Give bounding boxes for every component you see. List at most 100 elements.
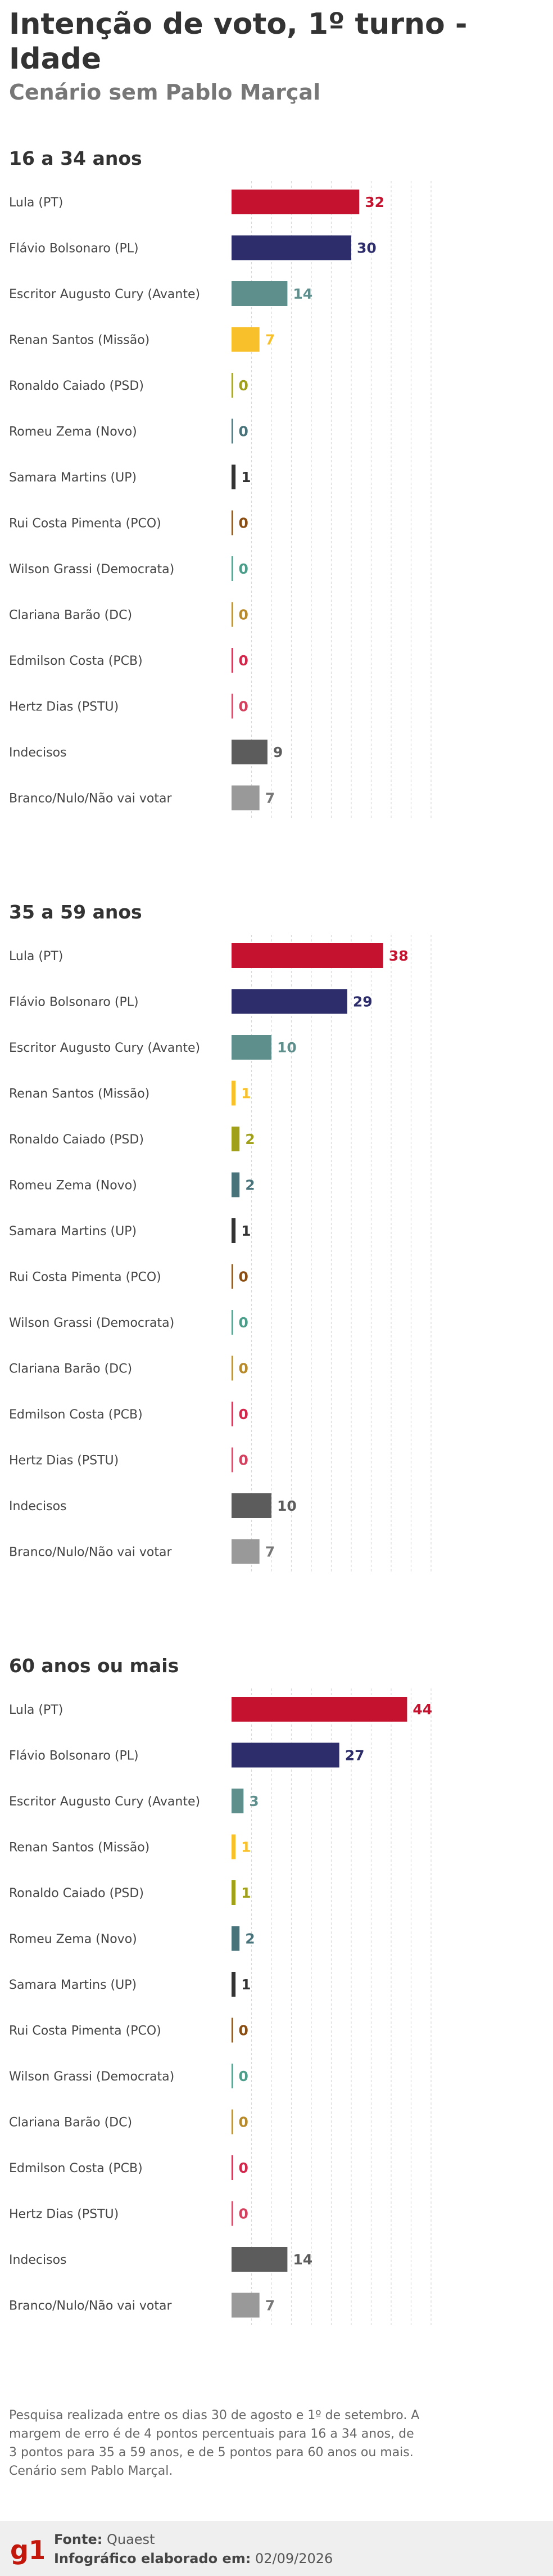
data-label: 0: [239, 561, 248, 577]
bar: [232, 1127, 240, 1151]
data-label: 9: [273, 744, 283, 760]
data-label: 10: [277, 1039, 297, 1056]
footer-text: Fonte: Quaest Infográfico elaborado em: …: [54, 2530, 333, 2568]
footnote: Pesquisa realizada entre os dias 30 de a…: [9, 2408, 420, 2478]
category-label: Romeu Zema (Novo): [9, 1179, 137, 1193]
bar: [232, 1355, 233, 1381]
category-label: Escritor Augusto Cury (Avante): [9, 1041, 200, 1055]
source-value: Quaest: [106, 2532, 155, 2547]
category-label: Renan Santos (Missão): [9, 334, 149, 348]
data-label: 38: [389, 948, 409, 964]
bar: [232, 327, 260, 352]
data-label: 1: [241, 1885, 251, 1901]
data-label: 0: [239, 2068, 248, 2084]
category-label: Edmilson Costa (PCB): [9, 2161, 143, 2176]
category-label: Lula (PT): [9, 1703, 63, 1717]
bar: [232, 1035, 271, 1060]
category-label: Rui Costa Pimenta (PCO): [9, 517, 161, 531]
category-label: Hertz Dias (PSTU): [9, 700, 119, 714]
data-label: 0: [239, 652, 248, 669]
data-label: 0: [239, 2160, 248, 2176]
section-title: 60 anos ou mais: [9, 1655, 179, 1677]
data-label: 29: [353, 994, 373, 1010]
bar: [232, 2064, 233, 2088]
category-label: Clariana Barão (DC): [9, 2116, 132, 2130]
data-label: 1: [241, 469, 251, 485]
bar: [232, 556, 233, 581]
bar: [232, 418, 233, 444]
category-label: Samara Martins (UP): [9, 1978, 137, 1992]
chart-title: Intenção de voto, 1º turno - Idade: [9, 7, 468, 76]
category-label: Indecisos: [9, 2253, 67, 2267]
data-label: 27: [345, 1748, 365, 1764]
bar: [232, 465, 236, 489]
bar: [232, 1742, 339, 1768]
bar: [232, 1972, 236, 1997]
g1-logo: g1: [10, 2535, 44, 2565]
category-label: Rui Costa Pimenta (PCO): [9, 1271, 161, 1285]
data-label: 10: [277, 1498, 297, 1514]
category-label: Flávio Bolsonaro (PL): [9, 1749, 139, 1763]
bar: [232, 740, 268, 764]
data-label: 0: [239, 1406, 248, 1422]
header: Intenção de voto, 1º turno - Idade Cenár…: [9, 7, 543, 106]
bar: [232, 1402, 233, 1426]
data-label: 14: [293, 286, 312, 302]
bar: [232, 2017, 233, 2043]
data-label: 0: [239, 2023, 248, 2039]
data-label: 14: [293, 2251, 312, 2268]
bar: [232, 1926, 240, 1951]
data-label: 1: [241, 1086, 251, 1102]
data-label: 3: [249, 1793, 259, 1809]
data-label: 0: [239, 2206, 248, 2222]
data-label: 0: [239, 699, 248, 715]
footer: g1 Fonte: Quaest Infográfico elaborado e…: [0, 2521, 553, 2576]
bar: [232, 281, 288, 306]
bar: [232, 1080, 236, 1106]
bar: [232, 1310, 233, 1335]
category-label: Renan Santos (Missão): [9, 1841, 149, 1855]
category-label: Indecisos: [9, 746, 67, 760]
category-label: Hertz Dias (PSTU): [9, 1454, 119, 1468]
category-label: Renan Santos (Missão): [9, 1087, 149, 1101]
category-label: Wilson Grassi (Democrata): [9, 562, 174, 577]
data-label: 2: [245, 1177, 255, 1194]
category-label: Hertz Dias (PSTU): [9, 2208, 119, 2222]
data-label: 1: [241, 1223, 251, 1239]
bar: [232, 648, 233, 673]
section-title: 35 a 59 anos: [9, 901, 142, 923]
bar: [232, 693, 233, 719]
category-label: Branco/Nulo/Não vai votar: [9, 792, 173, 806]
bar: [232, 1493, 271, 1518]
category-label: Branco/Nulo/Não vai votar: [9, 2299, 173, 2313]
data-label: 32: [365, 194, 384, 210]
data-label: 0: [239, 1269, 248, 1285]
data-label: 0: [239, 1314, 248, 1331]
data-label: 1: [241, 1976, 251, 1993]
data-label: 0: [239, 2114, 248, 2131]
bar: [232, 190, 360, 214]
bar: [232, 1172, 240, 1197]
category-label: Wilson Grassi (Democrata): [9, 2070, 174, 2084]
category-label: Clariana Barão (DC): [9, 1362, 132, 1376]
category-label: Branco/Nulo/Não vai votar: [9, 1546, 173, 1560]
category-label: Samara Martins (UP): [9, 471, 137, 485]
data-label: 0: [239, 424, 248, 440]
bar: [232, 1834, 236, 1859]
category-label: Lula (PT): [9, 949, 63, 963]
data-label: 2: [245, 1931, 255, 1947]
category-label: Samara Martins (UP): [9, 1224, 137, 1239]
data-label: 0: [239, 607, 248, 623]
category-label: Indecisos: [9, 1499, 67, 1514]
data-label: 2: [245, 1131, 255, 1147]
data-label: 0: [239, 1452, 248, 1469]
bar: [232, 373, 233, 398]
bar: [232, 2247, 288, 2272]
data-label: 0: [239, 515, 248, 532]
data-label: 7: [265, 2298, 275, 2314]
bar: [232, 1218, 236, 1243]
bar: [232, 1697, 407, 1722]
data-label: 0: [239, 1361, 248, 1377]
bar: [232, 510, 233, 535]
bar: [232, 943, 383, 968]
